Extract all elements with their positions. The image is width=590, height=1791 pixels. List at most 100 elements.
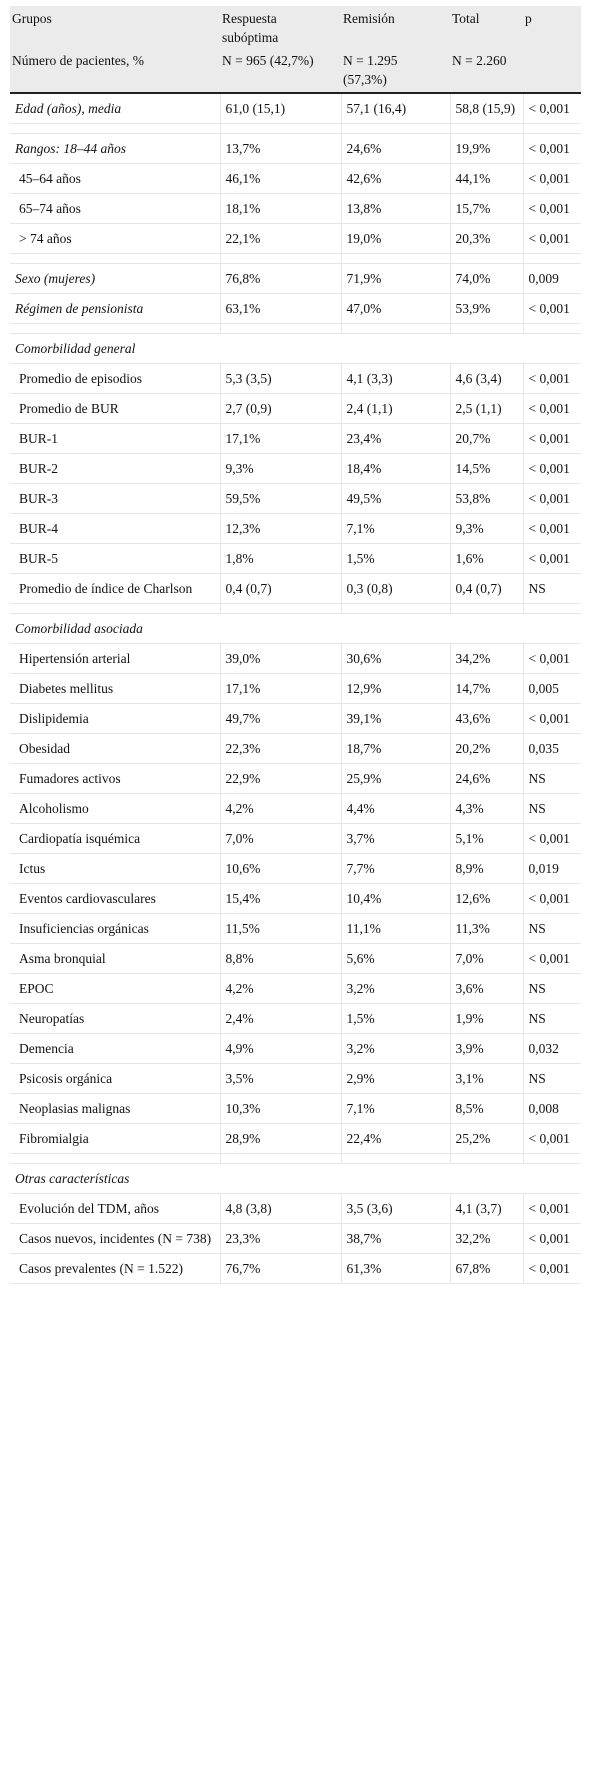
total-cell: 67,8% (449, 1253, 523, 1284)
table-row: Neoplasias malignas 10,3% 7,1% 8,5% 0,008 (10, 1093, 581, 1124)
p-value-cell: 0,035 (522, 733, 581, 764)
total-cell: 15,7% (449, 193, 523, 224)
header-total: Total (450, 6, 523, 50)
p-value-cell: NS (522, 793, 581, 824)
suboptimal-cell: 61,0 (15,1) (219, 93, 341, 124)
spacer-cell (10, 1153, 220, 1164)
row-label: Cardiopatía isquémica (10, 823, 220, 854)
spacer-cell (522, 123, 581, 134)
table-row: Diabetes mellitus 17,1% 12,9% 14,7% 0,005 (10, 673, 581, 704)
remission-cell: 57,1 (16,4) (340, 93, 450, 124)
table-row: Evolución del TDM, años 4,8 (3,8) 3,5 (3,6… (10, 1193, 581, 1224)
header-remission: Remisión (341, 6, 450, 50)
spacer-row (10, 123, 581, 134)
row-label: Rangos: 18–44 años (10, 133, 220, 164)
suboptimal-cell: 8,8% (219, 943, 341, 974)
total-cell: 11,3% (449, 913, 523, 944)
suboptimal-cell: 46,1% (219, 163, 341, 194)
row-label: BUR-5 (10, 543, 220, 574)
table-row: Ictus 10,6% 7,7% 8,9% 0,019 (10, 853, 581, 884)
header-patient-count-label: Número de pacientes, % (10, 50, 220, 94)
table-row: Edad (años), media 61,0 (15,1) 57,1 (16,4)… (10, 93, 581, 124)
remission-cell: 3,5 (3,6) (340, 1193, 450, 1224)
spacer-cell (10, 253, 220, 264)
row-label: Promedio de índice de Charlson (10, 573, 220, 604)
total-cell: 3,6% (449, 973, 523, 1004)
table-row: Hipertensión arterial 39,0% 30,6% 34,2% < 0,… (10, 643, 581, 674)
spacer-cell (522, 323, 581, 334)
spacer-row (10, 1153, 581, 1164)
row-label: EPOC (10, 973, 220, 1004)
remission-cell: 7,1% (340, 513, 450, 544)
suboptimal-cell: 18,1% (219, 193, 341, 224)
table-row: Fumadores activos 22,9% 25,9% 24,6% NS (10, 763, 581, 794)
suboptimal-cell: 4,2% (219, 973, 341, 1004)
remission-cell: 12,9% (340, 673, 450, 704)
total-cell: 74,0% (449, 263, 523, 294)
p-value-cell: < 0,001 (522, 1223, 581, 1254)
row-label: Asma bronquial (10, 943, 220, 974)
suboptimal-cell: 7,0% (219, 823, 341, 854)
table-body: Edad (años), media 61,0 (15,1) 57,1 (16,4)… (10, 93, 581, 1284)
suboptimal-cell: 9,3% (219, 453, 341, 484)
p-value-cell: < 0,001 (522, 883, 581, 914)
total-cell: 5,1% (449, 823, 523, 854)
suboptimal-cell: 0,4 (0,7) (219, 573, 341, 604)
suboptimal-cell: 23,3% (219, 1223, 341, 1254)
p-value-cell: < 0,001 (522, 423, 581, 454)
remission-cell: 7,7% (340, 853, 450, 884)
suboptimal-cell: 22,9% (219, 763, 341, 794)
table-row: Sexo (mujeres) 76,8% 71,9% 74,0% 0,009 (10, 263, 581, 294)
row-label: Dislipidemia (10, 703, 220, 734)
p-value-cell: NS (522, 1063, 581, 1094)
p-value-cell: NS (522, 1003, 581, 1034)
table-row: BUR-4 12,3% 7,1% 9,3% < 0,001 (10, 513, 581, 544)
remission-cell: 1,5% (340, 543, 450, 574)
row-label: BUR-3 (10, 483, 220, 514)
section-title: Comorbilidad general (10, 333, 581, 364)
p-value-cell: < 0,001 (522, 1123, 581, 1154)
remission-cell: 5,6% (340, 943, 450, 974)
suboptimal-cell: 12,3% (219, 513, 341, 544)
total-cell: 44,1% (449, 163, 523, 194)
row-label: BUR-2 (10, 453, 220, 484)
spacer-cell (10, 123, 220, 134)
suboptimal-cell: 4,9% (219, 1033, 341, 1064)
table-row: Eventos cardiovasculares 15,4% 10,4% 12,6% <… (10, 883, 581, 914)
spacer-cell (449, 603, 523, 614)
p-value-cell: < 0,001 (522, 293, 581, 324)
p-value-cell: 0,019 (522, 853, 581, 884)
remission-cell: 39,1% (340, 703, 450, 734)
suboptimal-cell: 1,8% (219, 543, 341, 574)
row-label: Casos nuevos, incidentes (N = 738) (10, 1223, 220, 1254)
row-label: Hipertensión arterial (10, 643, 220, 674)
table-row: > 74 años 22,1% 19,0% 20,3% < 0,001 (10, 223, 581, 254)
row-label: Edad (años), media (10, 93, 220, 124)
suboptimal-cell: 49,7% (219, 703, 341, 734)
table-row: Casos nuevos, incidentes (N = 738) 23,3% 3… (10, 1223, 581, 1254)
row-label: Eventos cardiovasculares (10, 883, 220, 914)
total-cell: 53,9% (449, 293, 523, 324)
row-label: > 74 años (10, 223, 220, 254)
remission-cell: 22,4% (340, 1123, 450, 1154)
row-label: Evolución del TDM, años (10, 1193, 220, 1224)
p-value-cell: 0,008 (522, 1093, 581, 1124)
p-value-cell: < 0,001 (522, 513, 581, 544)
row-label: Promedio de episodios (10, 363, 220, 394)
total-cell: 20,7% (449, 423, 523, 454)
table-row: Asma bronquial 8,8% 5,6% 7,0% < 0,001 (10, 943, 581, 974)
spacer-cell (449, 323, 523, 334)
remission-cell: 11,1% (340, 913, 450, 944)
table-container: Grupos Respuesta subóptima Remisión Tota… (10, 6, 581, 1284)
header-suboptimal-response: Respuesta subóptima (220, 6, 341, 50)
p-value-cell: < 0,001 (522, 93, 581, 124)
section-title: Otras características (10, 1163, 581, 1194)
spacer-cell (449, 253, 523, 264)
suboptimal-cell: 76,8% (219, 263, 341, 294)
remission-cell: 18,7% (340, 733, 450, 764)
section-row: Otras características (10, 1163, 581, 1194)
section-row: Comorbilidad general (10, 333, 581, 364)
row-label: Ictus (10, 853, 220, 884)
row-label: BUR-1 (10, 423, 220, 454)
total-cell: 1,9% (449, 1003, 523, 1034)
